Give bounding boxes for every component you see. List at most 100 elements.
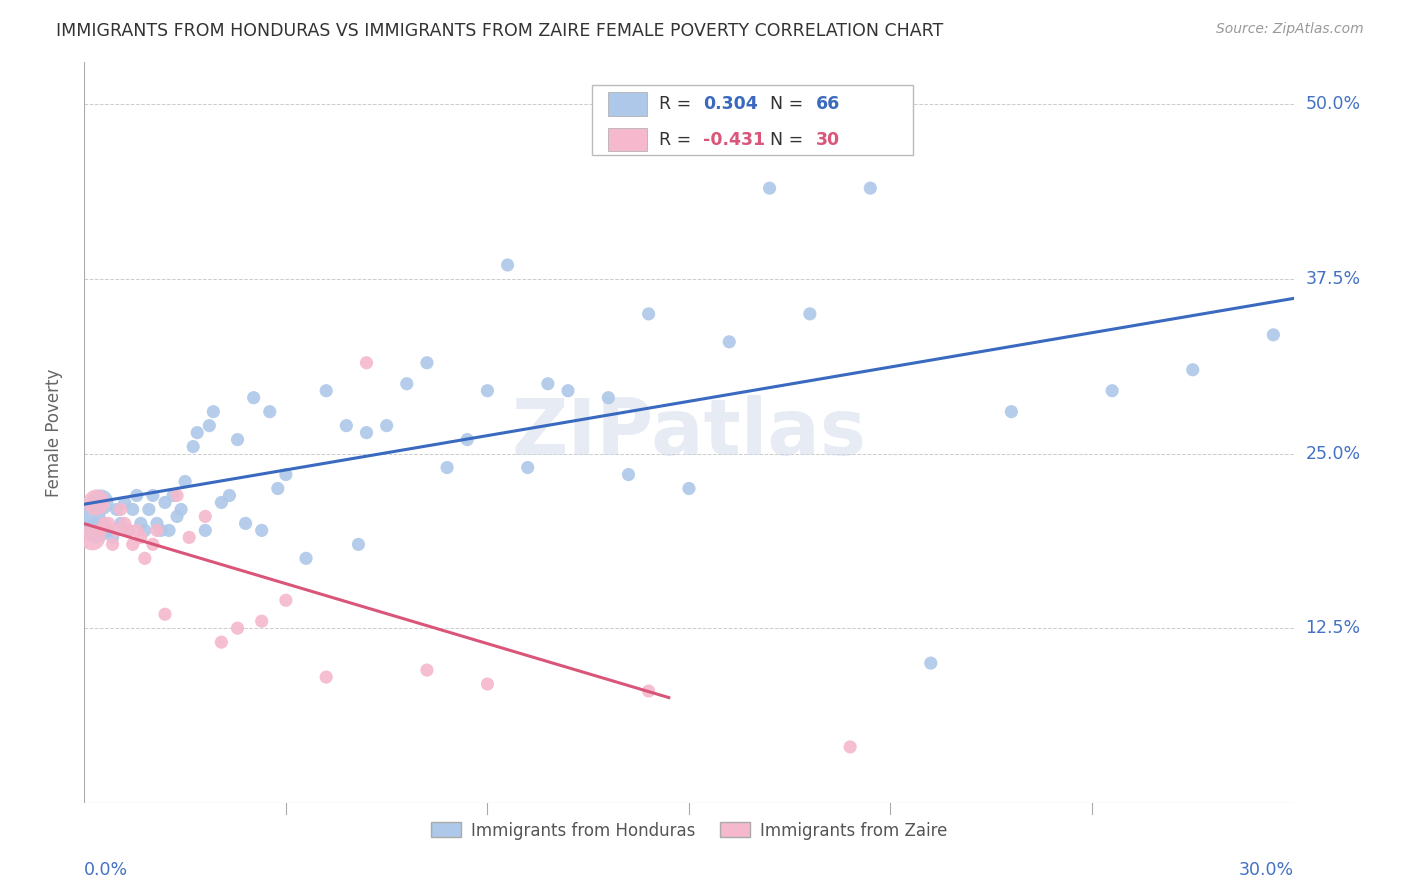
Text: R =: R = — [659, 95, 696, 113]
Point — [97, 524, 120, 538]
Point — [93, 516, 115, 531]
Point — [134, 551, 156, 566]
Point — [598, 391, 620, 405]
Point — [537, 376, 560, 391]
Point — [315, 670, 337, 684]
Point — [118, 524, 141, 538]
Point — [274, 593, 297, 607]
Text: 0.0%: 0.0% — [84, 862, 128, 880]
Point — [637, 307, 659, 321]
Point — [218, 488, 240, 502]
Text: 37.5%: 37.5% — [1306, 270, 1361, 288]
Point — [356, 425, 378, 440]
Point — [82, 509, 104, 524]
Point — [516, 460, 538, 475]
Point — [250, 524, 273, 538]
Point — [129, 516, 152, 531]
Text: 66: 66 — [815, 95, 841, 113]
Point — [89, 495, 111, 509]
FancyBboxPatch shape — [592, 85, 912, 155]
Point — [89, 524, 111, 538]
Point — [101, 537, 124, 551]
Point — [93, 516, 115, 531]
Point — [839, 739, 862, 754]
Point — [110, 502, 132, 516]
Point — [125, 524, 148, 538]
Point — [142, 537, 165, 551]
Point — [718, 334, 741, 349]
Point — [235, 516, 257, 531]
Point — [146, 524, 169, 538]
Point — [86, 524, 108, 538]
Point — [678, 482, 700, 496]
Point — [758, 181, 780, 195]
Point — [114, 516, 136, 531]
Point — [920, 656, 942, 670]
Legend: Immigrants from Honduras, Immigrants from Zaire: Immigrants from Honduras, Immigrants fro… — [423, 815, 955, 847]
Point — [395, 376, 418, 391]
Point — [859, 181, 882, 195]
Point — [86, 495, 108, 509]
Point — [134, 524, 156, 538]
Point — [267, 482, 290, 496]
Point — [637, 684, 659, 698]
Point — [114, 495, 136, 509]
Point — [477, 384, 499, 398]
Text: Source: ZipAtlas.com: Source: ZipAtlas.com — [1216, 22, 1364, 37]
FancyBboxPatch shape — [607, 93, 647, 116]
Point — [110, 516, 132, 531]
Point — [250, 614, 273, 628]
Point — [166, 488, 188, 502]
Point — [142, 488, 165, 502]
Point — [194, 524, 217, 538]
Point — [138, 502, 160, 516]
Point — [226, 621, 249, 635]
Point — [149, 524, 172, 538]
Point — [1263, 327, 1285, 342]
Point — [105, 502, 128, 516]
Point — [259, 405, 281, 419]
Point — [125, 488, 148, 502]
Point — [347, 537, 370, 551]
Point — [1101, 384, 1123, 398]
Point — [242, 391, 264, 405]
Point — [209, 495, 232, 509]
Point — [356, 356, 378, 370]
Point — [181, 440, 204, 454]
Text: N =: N = — [759, 95, 808, 113]
Point — [121, 537, 143, 551]
Point — [617, 467, 640, 482]
Point — [174, 475, 197, 489]
Text: 25.0%: 25.0% — [1306, 444, 1361, 463]
Text: 12.5%: 12.5% — [1306, 619, 1361, 637]
Point — [477, 677, 499, 691]
Point — [1000, 405, 1022, 419]
Text: 0.304: 0.304 — [703, 95, 758, 113]
Point — [315, 384, 337, 398]
Point — [436, 460, 458, 475]
Point — [416, 356, 439, 370]
Point — [166, 509, 188, 524]
Point — [170, 502, 193, 516]
Point — [335, 418, 357, 433]
Point — [557, 384, 579, 398]
Point — [129, 530, 152, 544]
Text: -0.431: -0.431 — [703, 130, 766, 148]
Point — [162, 488, 184, 502]
Point — [118, 524, 141, 538]
Point — [1181, 363, 1204, 377]
Point — [456, 433, 478, 447]
Point — [146, 516, 169, 531]
Point — [157, 524, 180, 538]
Text: ZIPatlas: ZIPatlas — [512, 394, 866, 471]
Point — [198, 418, 221, 433]
Point — [496, 258, 519, 272]
Point — [274, 467, 297, 482]
Point — [416, 663, 439, 677]
Point — [153, 607, 176, 622]
Point — [194, 509, 217, 524]
Point — [799, 307, 821, 321]
Point — [121, 502, 143, 516]
Point — [105, 524, 128, 538]
Text: Female Poverty: Female Poverty — [45, 368, 63, 497]
